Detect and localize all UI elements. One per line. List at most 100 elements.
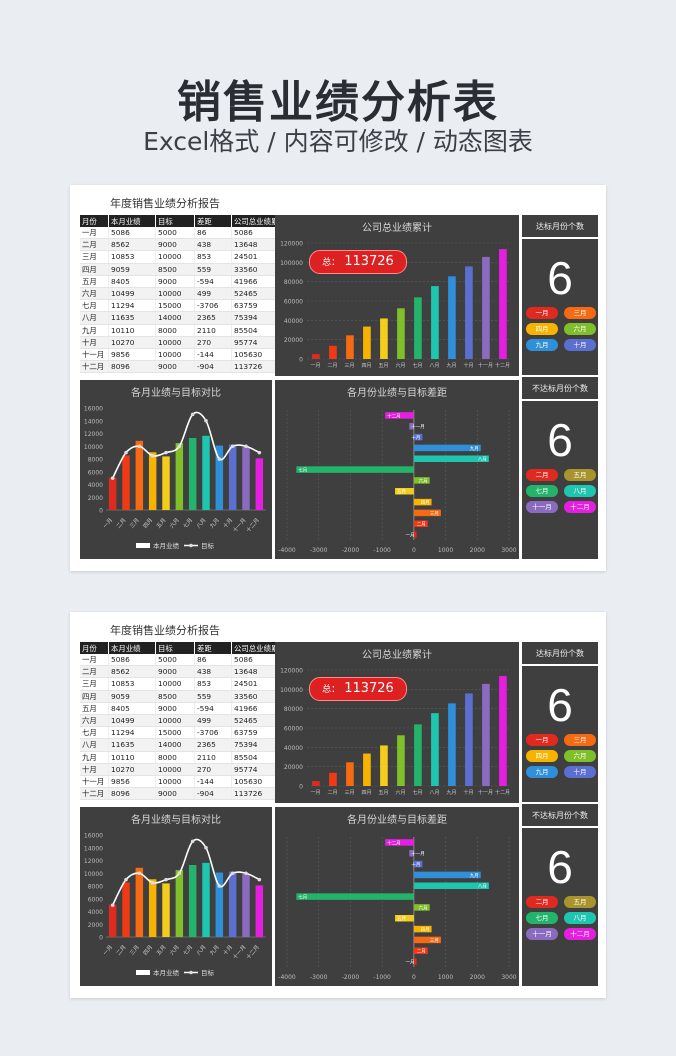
target-point (190, 412, 195, 417)
y-tick-label: 12000 (84, 858, 103, 865)
x-tick-label: -3000 (310, 974, 328, 981)
y-tick-label: 0 (299, 784, 303, 791)
actual-bar (242, 874, 250, 937)
gap-bar-label: 一月 (406, 533, 415, 539)
cumulative-bar (414, 297, 422, 359)
gap-bar (413, 947, 428, 954)
table-row: 二月 8562 9000 438 13648 (80, 665, 295, 679)
gap-chart-title: 各月份业绩与目标差距 (347, 815, 447, 826)
table-cell: -904 (194, 787, 232, 801)
monthly-chart-title: 各月业绩与目标对比 (131, 815, 221, 826)
cumulative-bar (499, 249, 507, 359)
table-cell: 10499 (108, 714, 156, 728)
table-cell: 10000 (155, 763, 195, 776)
monthly-chart-svg: 0 2000 4000 6000 8000 10000 12000 14000 16000 一月二… (84, 406, 266, 550)
cumulative-bar (312, 781, 320, 786)
gap-bar-label: 六月 (419, 904, 428, 911)
x-tick-label: 六月 (168, 943, 181, 957)
x-tick-label: 四月 (361, 363, 371, 369)
table-cell: 10000 (155, 348, 195, 362)
x-tick-label: 十一月 (231, 516, 248, 534)
y-tick-label: 2000 (88, 495, 103, 502)
table-cell: 8500 (155, 263, 195, 276)
gap-bar (296, 893, 414, 900)
x-tick-label: 八月 (195, 517, 207, 530)
cumulative-chart-title: 公司总业绩累计 (362, 650, 432, 661)
y-tick-label: 16000 (84, 406, 103, 413)
table-cell: 10000 (155, 677, 195, 691)
x-tick-label: 十二月 (495, 789, 510, 796)
gap-bar-label: 八月 (478, 884, 487, 890)
x-tick-label: 三月 (344, 363, 354, 369)
cumulative-bar (329, 345, 337, 359)
table-cell: 15000 (155, 299, 195, 313)
y-tick-label: 100000 (280, 260, 303, 267)
gap-bar-label: 七月 (298, 894, 307, 901)
table-cell: 14000 (155, 311, 195, 325)
total-label: 总： (322, 685, 341, 695)
table-cell: 八月 (80, 738, 109, 752)
x-tick-label: 2000 (470, 547, 485, 554)
gap-bar-label: 十二月 (387, 839, 401, 846)
table-cell: 5000 (155, 227, 195, 240)
kpi_met-count: 6 (547, 252, 573, 304)
column-header: 目标 (155, 642, 195, 654)
table-cell: 三月 (80, 250, 109, 264)
y-tick-label: 40000 (284, 318, 303, 325)
table-cell: 9000 (155, 787, 195, 801)
x-tick-label: 十月 (221, 943, 234, 957)
y-tick-label: 60000 (284, 726, 303, 733)
gap-bar (413, 882, 489, 889)
gap-bar (413, 444, 481, 452)
table-cell: 270 (194, 336, 232, 349)
month-pill: 五月 (564, 896, 596, 908)
x-tick-label: 七月 (412, 789, 422, 796)
gap-bar (413, 958, 417, 965)
table-cell: 2110 (194, 751, 232, 764)
month-pill: 一月 (526, 307, 558, 319)
x-tick-label: 四月 (142, 517, 154, 530)
x-tick-label: -1000 (373, 974, 391, 981)
cumulative-bar (397, 735, 405, 786)
kpi_unmet-title: 不达标月份个数 (532, 384, 588, 393)
x-tick-label: 九月 (208, 516, 221, 530)
table-cell: 853 (194, 677, 232, 691)
table-row: 七月 11294 15000 -3706 63759 (80, 726, 295, 740)
x-tick-label: 七月 (181, 943, 194, 957)
x-tick-label: 八月 (429, 363, 439, 369)
gap-bar (409, 423, 414, 430)
table-row: 四月 9059 8500 559 33560 (80, 263, 295, 276)
column-header: 差距 (194, 215, 232, 227)
x-tick-label: 十二月 (495, 362, 510, 369)
actual-bar (108, 904, 117, 937)
total-badge: 总： 113726 (309, 250, 407, 274)
table-cell: 8405 (108, 702, 156, 715)
table-cell: 十一月 (80, 348, 109, 362)
x-tick-label: 六月 (395, 362, 405, 369)
month-pill: 七月 (526, 912, 558, 924)
cumulative-bar (448, 703, 456, 786)
report-title: 年度销售业绩分析报告 (110, 624, 220, 637)
gap-bar (413, 433, 423, 441)
gap-bar-label: 二月 (417, 522, 426, 528)
gap-chart-title: 各月份业绩与目标差距 (347, 388, 447, 399)
gap-bar (413, 509, 441, 517)
x-tick-label: 九月 (208, 943, 221, 957)
month-pill: 十月 (564, 339, 596, 351)
x-tick-label: 十二月 (244, 516, 261, 534)
column-header: 目标 (155, 215, 195, 227)
y-tick-label: 80000 (284, 706, 303, 713)
x-tick-label: -2000 (342, 974, 360, 981)
target-point (230, 444, 235, 449)
gap-bar (413, 860, 423, 868)
column-header: 本月业绩 (108, 215, 156, 227)
gap-bar-label: 二月 (417, 949, 426, 955)
table-cell: 9000 (155, 702, 195, 715)
table-row: 一月 5086 5000 86 5086 (80, 227, 295, 240)
gap-bar (413, 871, 481, 879)
table-cell: 438 (194, 665, 232, 679)
x-tick-label: 1000 (438, 547, 453, 554)
table-cell: 8405 (108, 275, 156, 288)
y-tick-label: 8000 (88, 457, 103, 464)
x-tick-label: 九月 (446, 362, 456, 369)
